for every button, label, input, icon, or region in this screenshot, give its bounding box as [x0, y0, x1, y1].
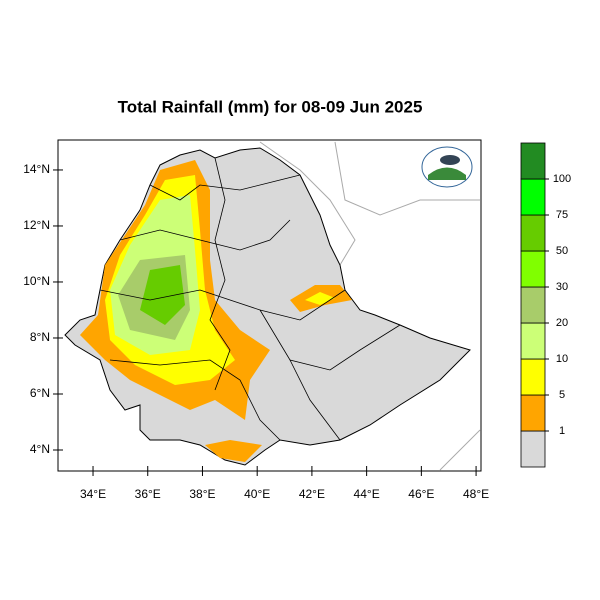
y-tick-label: 10°N: [23, 274, 50, 288]
y-tick-label: 12°N: [23, 218, 50, 232]
colorbar-box: [520, 142, 546, 180]
colorbar-label: 75: [556, 209, 568, 221]
coast-line: [259, 141, 356, 266]
neighbours: [259, 141, 481, 471]
map-title: Total Rainfall (mm) for 08-09 Jun 2025: [118, 97, 423, 116]
y-tick-label: 4°N: [30, 442, 50, 456]
colorbar-label: 10: [556, 353, 568, 365]
rain-area: [140, 265, 185, 325]
region-border: [119, 219, 291, 251]
logo-emblem: [421, 146, 473, 188]
colorbar-label: 100: [553, 173, 571, 185]
colorbar-box: [520, 250, 546, 288]
x-tick-label: 46°E: [408, 487, 434, 501]
rain-area: [305, 292, 335, 305]
colorbar-box: [520, 394, 546, 432]
colorbar-box: [520, 322, 546, 360]
x-tick-label: 36°E: [135, 487, 161, 501]
colorbar-label: 20: [556, 317, 568, 329]
map-frame: [57, 139, 482, 472]
logo-hills: [428, 167, 466, 180]
region-border: [259, 309, 401, 371]
region-border: [99, 289, 346, 321]
region-border: [109, 359, 281, 441]
colorbar-box: [520, 430, 546, 468]
x-tick-label: 48°E: [463, 487, 489, 501]
y-tick-label: 14°N: [23, 162, 50, 176]
colorbar-box: [520, 286, 546, 324]
colorbar-box: [520, 178, 546, 216]
x-tick-label: 42°E: [299, 487, 325, 501]
x-tick-label: 38°E: [189, 487, 215, 501]
x-tick-label: 34°E: [80, 487, 106, 501]
region-border: [209, 157, 231, 391]
border-line: [334, 141, 480, 216]
rainfall-areas: [80, 160, 352, 462]
logo-cloud: [440, 155, 460, 165]
admin-borders: [99, 157, 401, 441]
rain-area: [205, 440, 262, 462]
logo: [421, 146, 473, 188]
colorbar-label: 5: [559, 389, 565, 401]
colorbar-box: [520, 214, 546, 252]
y-tick-label: 8°N: [30, 330, 50, 344]
border-line: [439, 429, 481, 471]
x-tick-label: 40°E: [244, 487, 270, 501]
region-border: [149, 174, 301, 201]
region-border: [289, 359, 341, 441]
colorbar-box: [520, 358, 546, 396]
colorbar-label: 1: [559, 425, 565, 437]
colorbar-label: 30: [556, 281, 568, 293]
y-tick-label: 6°N: [30, 386, 50, 400]
x-tick-label: 44°E: [354, 487, 380, 501]
colorbar-label: 50: [556, 245, 568, 257]
